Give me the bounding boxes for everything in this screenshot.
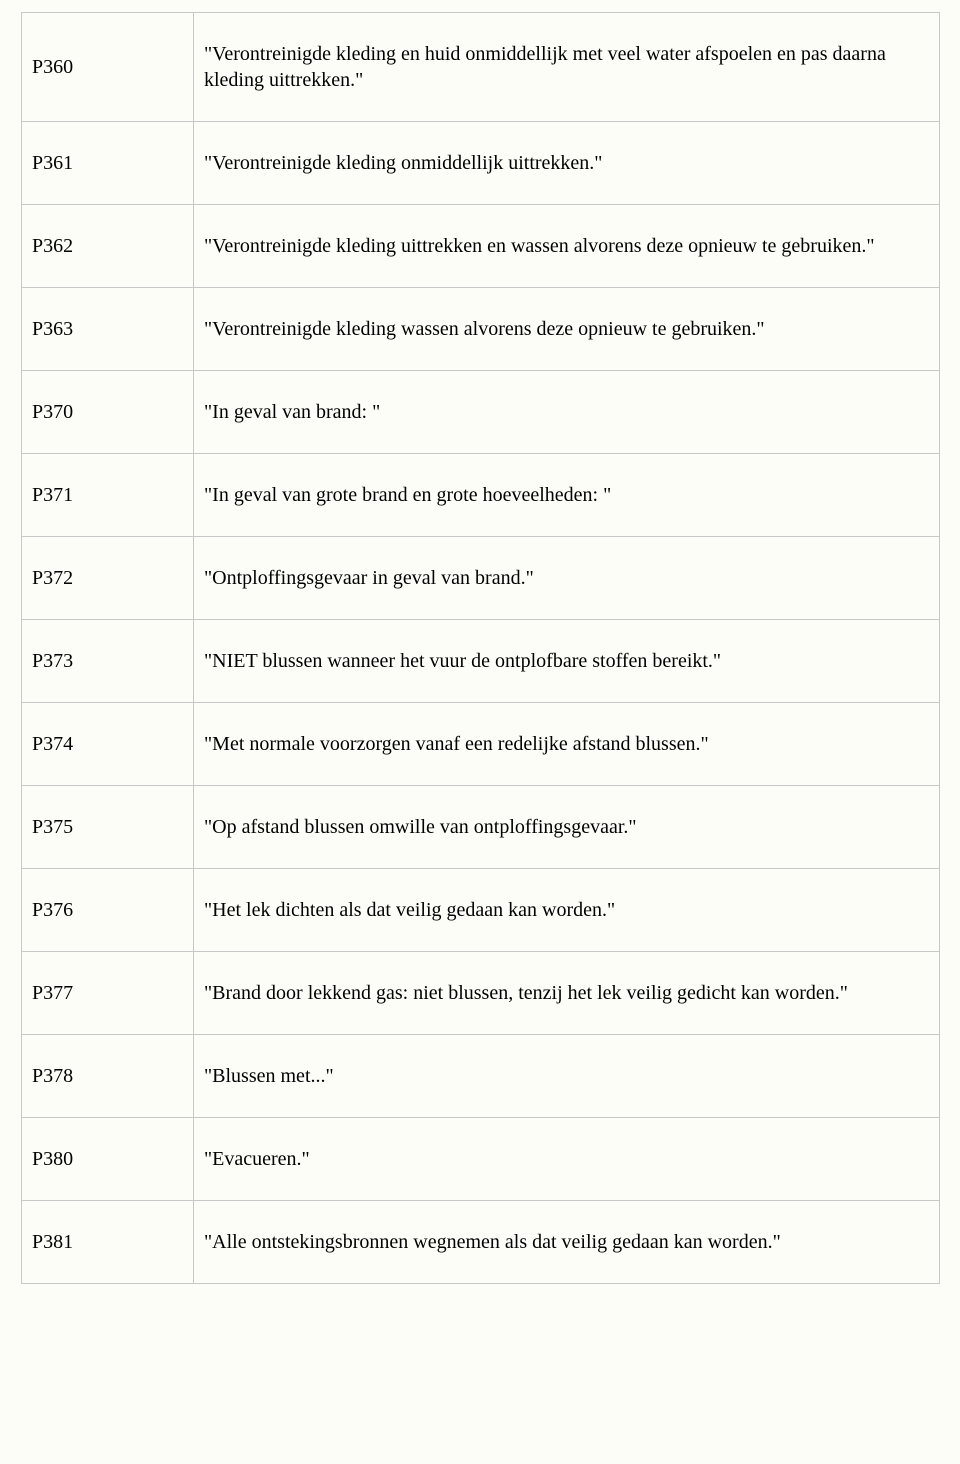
- table-row: P378 "Blussen met...": [22, 1035, 940, 1118]
- code-cell: P378: [22, 1035, 194, 1118]
- text-cell: "Blussen met...": [194, 1035, 940, 1118]
- table-row: P375 "Op afstand blussen omwille van ont…: [22, 786, 940, 869]
- text-cell: "Verontreinigde kleding wassen alvorens …: [194, 288, 940, 371]
- table-row: P371 "In geval van grote brand en grote …: [22, 454, 940, 537]
- table-row: P377 "Brand door lekkend gas: niet bluss…: [22, 952, 940, 1035]
- p-statements-table: P360 "Verontreinigde kleding en huid onm…: [21, 12, 940, 1284]
- text-cell: "Met normale voorzorgen vanaf een redeli…: [194, 703, 940, 786]
- text-cell: "In geval van grote brand en grote hoeve…: [194, 454, 940, 537]
- table-row: P361 "Verontreinigde kleding onmiddellij…: [22, 122, 940, 205]
- text-cell: "Alle ontstekingsbronnen wegnemen als da…: [194, 1201, 940, 1284]
- table-row: P381 "Alle ontstekingsbronnen wegnemen a…: [22, 1201, 940, 1284]
- table-row: P374 "Met normale voorzorgen vanaf een r…: [22, 703, 940, 786]
- table-row: P360 "Verontreinigde kleding en huid onm…: [22, 13, 940, 122]
- table-row: P372 "Ontploffingsgevaar in geval van br…: [22, 537, 940, 620]
- text-cell: "Het lek dichten als dat veilig gedaan k…: [194, 869, 940, 952]
- code-cell: P375: [22, 786, 194, 869]
- text-cell: "Evacueren.": [194, 1118, 940, 1201]
- code-cell: P374: [22, 703, 194, 786]
- code-cell: P377: [22, 952, 194, 1035]
- table-row: P376 "Het lek dichten als dat veilig ged…: [22, 869, 940, 952]
- code-cell: P361: [22, 122, 194, 205]
- code-cell: P371: [22, 454, 194, 537]
- text-cell: "Verontreinigde kleding onmiddellijk uit…: [194, 122, 940, 205]
- code-cell: P372: [22, 537, 194, 620]
- text-cell: "NIET blussen wanneer het vuur de ontplo…: [194, 620, 940, 703]
- table-row: P363 "Verontreinigde kleding wassen alvo…: [22, 288, 940, 371]
- code-cell: P370: [22, 371, 194, 454]
- table-row: P373 "NIET blussen wanneer het vuur de o…: [22, 620, 940, 703]
- code-cell: P376: [22, 869, 194, 952]
- p-statements-tbody: P360 "Verontreinigde kleding en huid onm…: [22, 13, 940, 1284]
- text-cell: "Brand door lekkend gas: niet blussen, t…: [194, 952, 940, 1035]
- text-cell: "In geval van brand: ": [194, 371, 940, 454]
- text-cell: "Ontploffingsgevaar in geval van brand.": [194, 537, 940, 620]
- code-cell: P380: [22, 1118, 194, 1201]
- text-cell: "Op afstand blussen omwille van ontploff…: [194, 786, 940, 869]
- code-cell: P381: [22, 1201, 194, 1284]
- code-cell: P373: [22, 620, 194, 703]
- table-row: P362 "Verontreinigde kleding uittrekken …: [22, 205, 940, 288]
- code-cell: P362: [22, 205, 194, 288]
- table-row: P380 "Evacueren.": [22, 1118, 940, 1201]
- code-cell: P363: [22, 288, 194, 371]
- table-row: P370 "In geval van brand: ": [22, 371, 940, 454]
- code-cell: P360: [22, 13, 194, 122]
- text-cell: "Verontreinigde kleding en huid onmiddel…: [194, 13, 940, 122]
- text-cell: "Verontreinigde kleding uittrekken en wa…: [194, 205, 940, 288]
